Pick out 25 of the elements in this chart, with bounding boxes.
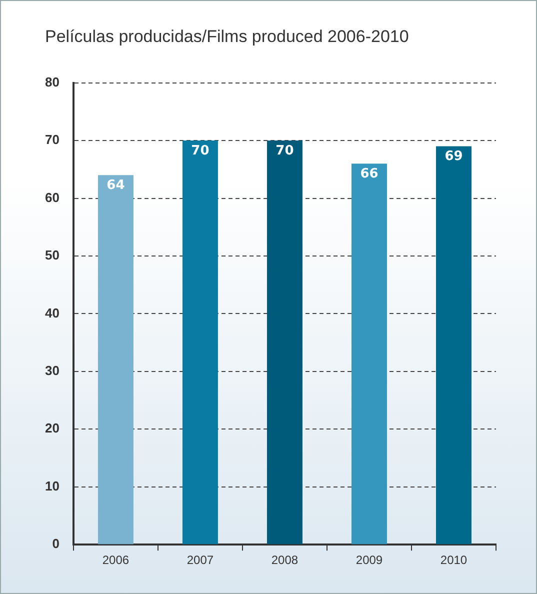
y-tick-label: 30 [44, 363, 60, 378]
chart-title: Películas producidas/Films produced 2006-2010 [45, 27, 409, 47]
bar [182, 140, 218, 544]
data-label: 66 [360, 166, 378, 182]
bar [436, 146, 472, 544]
bar [98, 175, 134, 544]
y-tick-label: 40 [44, 305, 60, 320]
data-label: 70 [276, 143, 294, 158]
y-tick-label: 50 [44, 248, 60, 263]
y-tick-label: 70 [44, 132, 60, 148]
bar [351, 164, 387, 544]
x-tick-label: 2006 [102, 553, 130, 568]
y-tick-label: 60 [44, 190, 60, 205]
x-tick-label: 2010 [440, 553, 468, 568]
y-tick-label: 20 [44, 420, 60, 436]
x-tick-label: 2007 [186, 553, 214, 568]
data-label: 69 [444, 149, 463, 164]
data-label: 70 [191, 143, 210, 158]
bar [266, 140, 302, 544]
y-tick-label: 0 [52, 536, 60, 552]
x-tick-label: 2008 [271, 553, 298, 568]
y-tick-label: 80 [44, 74, 60, 90]
y-tick-label: 10 [44, 478, 60, 494]
x-tick-label: 2009 [356, 553, 383, 568]
data-label: 64 [106, 178, 125, 194]
